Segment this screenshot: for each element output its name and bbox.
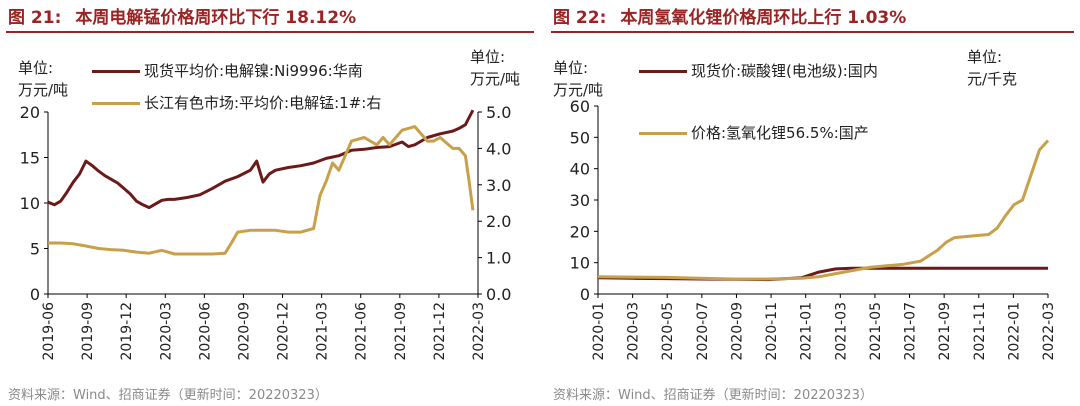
x-tick-label: 2020-03 bbox=[158, 302, 174, 361]
chart-panel-manganese: 图 21: 本周电解锰价格周环比下行 18.12% 单位: 万元/吨 单位: 万元/吨… bbox=[6, 3, 534, 403]
right-tick-label: 2.0 bbox=[486, 212, 511, 231]
right-tick-label: 1.0 bbox=[486, 249, 511, 268]
chart-plot-manganese: 0 5 10 15 20 0.0 1.0 2.0 3.0 4.0 5.0 2019-06 2019-09… bbox=[20, 103, 512, 361]
chart-title: 图 22: 本周氢氧化锂价格周环比上行 1.03% bbox=[553, 3, 920, 28]
x-tick-label: 2020-01 bbox=[591, 302, 607, 361]
left-tick-label: 20 bbox=[570, 222, 590, 241]
left-tick-label: 40 bbox=[570, 160, 590, 179]
source-note: 资料来源：Wind、招商证券（更新时间：20220323） bbox=[553, 388, 873, 403]
series-line-1 bbox=[597, 139, 1050, 281]
left-tick-label: 5 bbox=[30, 240, 40, 259]
right-tick-label: 4.0 bbox=[486, 139, 511, 158]
x-tick-label: 2021-09 bbox=[937, 302, 953, 361]
left-tick-label: 20 bbox=[20, 103, 40, 122]
title-text: 本周电解锰价格周环比下行 18.12% bbox=[75, 8, 357, 28]
right-tick-label: 0.0 bbox=[486, 285, 511, 304]
x-tick-label: 2020-06 bbox=[197, 302, 213, 361]
legend-item-lithium-carbonate: 现货价:碳酸锂(电池级):国内 bbox=[639, 60, 878, 81]
title-rule bbox=[551, 31, 1074, 33]
figure-label: 图 21: bbox=[8, 8, 62, 28]
x-tick-label: 2019-12 bbox=[119, 302, 135, 361]
x-tick-label: 2021-03 bbox=[833, 302, 849, 361]
right-axis-unit: 单位: 万元/吨 bbox=[470, 48, 521, 88]
figure-label: 图 22: bbox=[553, 8, 607, 28]
legend-item-lithium-hydroxide: 价格:氢氧化锂56.5%:国产 bbox=[639, 122, 869, 143]
right-axis-unit: 单位: 元/千克 bbox=[967, 48, 1018, 88]
x-tick-label: 2021-01 bbox=[799, 302, 815, 361]
x-tick-label: 2021-09 bbox=[393, 302, 409, 361]
left-tick-label: 0 bbox=[580, 285, 590, 304]
x-tick-label: 2020-09 bbox=[729, 302, 745, 361]
x-tick-label: 2020-05 bbox=[660, 302, 676, 361]
source-note: 资料来源：Wind、招商证券（更新时间：20220323） bbox=[8, 388, 328, 403]
x-tick-label: 2020-12 bbox=[276, 302, 292, 361]
x-tick-label: 2020-03 bbox=[626, 302, 642, 361]
title-rule bbox=[6, 31, 534, 33]
left-tick-label: 50 bbox=[570, 128, 590, 147]
x-tick-label: 2019-09 bbox=[80, 302, 96, 361]
left-tick-label: 15 bbox=[20, 149, 40, 168]
left-tick-label: 0 bbox=[30, 285, 40, 304]
left-tick-label: 10 bbox=[20, 194, 40, 213]
x-tick-label: 2020-09 bbox=[236, 302, 252, 361]
title-text: 本周氢氧化锂价格周环比上行 1.03% bbox=[620, 8, 907, 28]
chart-plot-lithium: 0 10 20 30 40 50 60 2020-01 2020-03 2020-05 2020-0… bbox=[570, 97, 1057, 361]
left-tick-label: 60 bbox=[570, 97, 590, 116]
x-tick-label: 2021-06 bbox=[354, 302, 370, 361]
x-tick-label: 2022-03 bbox=[471, 302, 487, 361]
left-axis-unit: 单位: 万元/吨 bbox=[18, 59, 69, 99]
right-tick-label: 5.0 bbox=[486, 103, 511, 122]
chart-panel-lithium: 图 22: 本周氢氧化锂价格周环比上行 1.03% 单位: 万元/吨 单位: 元/千克… bbox=[545, 0, 1080, 406]
legend-item-nickel: 现货平均价:电解镍:Ni9996:华南 bbox=[92, 60, 363, 81]
x-tick-label: 2020-11 bbox=[764, 302, 780, 361]
x-tick-label: 2022-01 bbox=[1006, 302, 1022, 361]
chart-title: 图 21: 本周电解锰价格周环比下行 18.12% bbox=[8, 3, 370, 28]
x-tick-label: 2019-06 bbox=[41, 302, 57, 361]
x-tick-label: 2021-07 bbox=[903, 302, 919, 361]
series-line-0 bbox=[47, 109, 475, 210]
x-tick-label: 2021-12 bbox=[432, 302, 448, 361]
x-tick-label: 2021-11 bbox=[972, 302, 988, 361]
left-tick-label: 10 bbox=[570, 254, 590, 273]
series-line-1 bbox=[48, 125, 475, 256]
left-tick-label: 30 bbox=[570, 191, 590, 210]
x-tick-label: 2022-03 bbox=[1041, 302, 1057, 361]
x-tick-label: 2020-07 bbox=[695, 302, 711, 361]
left-axis-unit: 单位: 万元/吨 bbox=[553, 59, 604, 99]
right-tick-label: 3.0 bbox=[486, 176, 511, 195]
x-tick-label: 2021-03 bbox=[315, 302, 331, 361]
legend-item-manganese: 长江有色市场:平均价:电解锰:1#:右 bbox=[92, 92, 381, 113]
x-tick-label: 2021-05 bbox=[868, 302, 884, 361]
